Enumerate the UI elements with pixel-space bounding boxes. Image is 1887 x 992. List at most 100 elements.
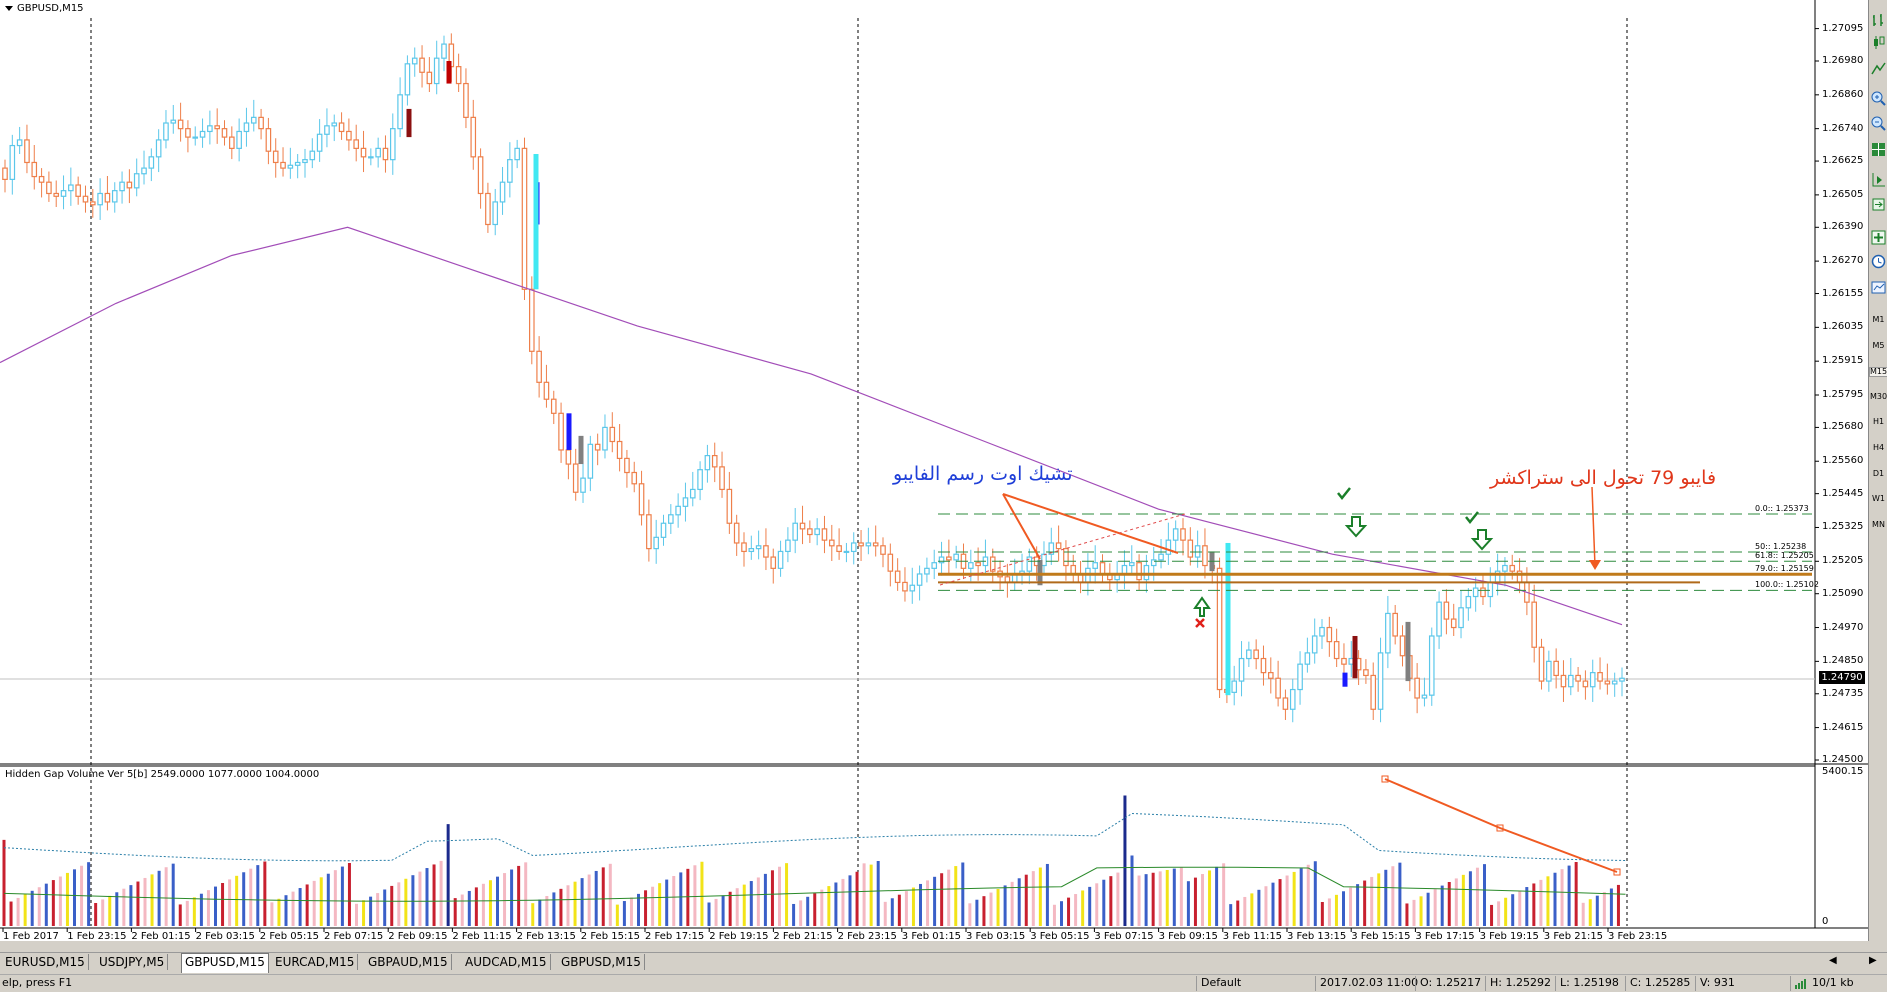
bar-chart-icon[interactable]: [1870, 12, 1887, 29]
candle-body: [419, 57, 425, 73]
candle-body: [1450, 618, 1457, 629]
status-profile: Default: [1201, 976, 1242, 989]
candle-body: [858, 542, 864, 547]
candlestick-icon[interactable]: [1870, 34, 1887, 51]
chart-window[interactable]: GBPUSD,M15 Hidden Gap Volume Ver 5[b] 25…: [0, 0, 1868, 942]
candle-body: [104, 192, 111, 203]
candle-body: [785, 539, 791, 553]
candle-body: [1158, 553, 1164, 561]
candle-body: [1363, 669, 1369, 677]
annotation-check-fibo: تشيك اوت رسم الفايبو: [893, 463, 1073, 485]
status-help: elp, press F1: [2, 976, 73, 989]
candle-body: [1472, 587, 1479, 598]
zoom-out-icon[interactable]: [1870, 115, 1887, 132]
autoscroll-icon[interactable]: [1870, 196, 1887, 213]
timeframe-m15[interactable]: M15: [1869, 367, 1887, 378]
indicator-title: Hidden Gap Volume Ver 5[b] 2549.0000 107…: [5, 769, 320, 780]
timeframe-h4[interactable]: H4: [1872, 443, 1885, 452]
candle-body: [1150, 559, 1157, 567]
timeframe-w1[interactable]: W1: [1872, 494, 1885, 504]
candle-body: [141, 167, 147, 175]
candle-body: [1421, 694, 1428, 699]
tabs-scroll-left-icon[interactable]: ◀: [1829, 955, 1837, 966]
timeframe-m5[interactable]: M5: [1872, 340, 1885, 350]
chart-tab[interactable]: EURUSD,M15: [2, 954, 89, 970]
chart-tab[interactable]: GBPUSD,M15: [181, 953, 269, 973]
time-tick-label: 3 Feb 21:15: [1543, 931, 1604, 942]
candle-body: [382, 147, 389, 161]
candle-body: [792, 522, 799, 541]
candle-body: [1289, 688, 1296, 710]
timeframe-mn[interactable]: MN: [1872, 519, 1885, 529]
down-arrow-icon: [1344, 516, 1368, 538]
line-chart-icon[interactable]: [1870, 60, 1887, 77]
current-price-label: 1.24790: [1819, 671, 1865, 684]
chart-tab[interactable]: EURCAD,M15: [272, 954, 359, 970]
price-tick-label: 1.24615: [1822, 721, 1864, 733]
timeframe-d1[interactable]: D1: [1872, 468, 1885, 478]
status-bar: elp, press F1 Default 2017.02.03 11:00 O…: [0, 974, 1887, 992]
timeframe-h1[interactable]: H1: [1872, 417, 1885, 427]
candle-body: [1026, 556, 1033, 572]
chart-shift-icon[interactable]: [1870, 171, 1887, 188]
candle-body: [1341, 657, 1347, 665]
chart-tab[interactable]: AUDCAD,M15: [462, 954, 551, 970]
chart-menu-arrow-icon[interactable]: [5, 6, 13, 11]
zoom-in-icon[interactable]: [1870, 90, 1887, 107]
candle-body: [580, 477, 586, 493]
candle-body: [1443, 601, 1450, 620]
candle-body: [9, 144, 16, 180]
candle-body: [638, 483, 645, 516]
candle-body: [653, 536, 659, 550]
candle-body: [433, 57, 440, 85]
price-tick-label: 1.25205: [1822, 555, 1864, 567]
candle-body: [1465, 595, 1472, 609]
price-tick-label: 1.25090: [1822, 587, 1864, 599]
candle-body: [1436, 601, 1442, 637]
candle-body: [1194, 545, 1201, 558]
price-tick-label: 1.24735: [1822, 687, 1864, 699]
tile-windows-icon[interactable]: [1870, 141, 1887, 158]
gap-candle: [446, 61, 452, 84]
timeframe-m1[interactable]: M1: [1872, 315, 1885, 324]
candle-body: [1428, 635, 1435, 696]
time-tick-label: 2 Feb 15:15: [580, 931, 641, 942]
templates-icon[interactable]: [1870, 279, 1887, 296]
candle-body: [565, 449, 572, 465]
gap-candle: [1405, 621, 1411, 682]
periods-clock-icon[interactable]: [1870, 253, 1887, 270]
candle-body: [1509, 564, 1516, 572]
candle-body: [558, 412, 564, 451]
volume-annotation-point: [1496, 824, 1504, 832]
price-tick-label: 1.25795: [1822, 389, 1864, 400]
candle-body: [1282, 697, 1289, 710]
tabs-scroll-right-icon[interactable]: ▶: [1869, 955, 1877, 966]
timeframe-m30[interactable]: M30: [1870, 391, 1887, 401]
annotation-fibo79-structure: فايبو 79 تحول الى ستراكشر: [1490, 467, 1717, 489]
candle-body: [1311, 635, 1318, 654]
candle-body: [719, 466, 725, 491]
time-tick-label: 2 Feb 17:15: [645, 931, 705, 942]
price-tick-label: 1.26155: [1822, 287, 1864, 299]
volume-average-line: [3, 866, 1626, 902]
status-open: O: 1.25217: [1420, 976, 1482, 989]
candle-body: [748, 548, 755, 553]
time-tick-label: 3 Feb 09:15: [1158, 931, 1218, 942]
candle-body: [624, 457, 630, 474]
indicators-icon[interactable]: [1870, 229, 1887, 246]
chart-tab[interactable]: GBPAUD,M15: [365, 954, 452, 970]
candle-body: [75, 184, 81, 197]
chart-tabs-bar: EURUSD,M15 USDJPY,M5 GBPUSD,M15 EURCAD,M15 G…: [0, 952, 1887, 973]
candle-body: [397, 94, 403, 130]
chart-canvas[interactable]: [0, 0, 1868, 941]
chart-tab[interactable]: USDJPY,M5: [96, 954, 169, 970]
chart-tab[interactable]: GBPUSD,M15: [558, 954, 645, 970]
price-tick-label: 1.24970: [1822, 621, 1864, 633]
price-tick-label: 1.26740: [1822, 122, 1864, 134]
candle-body: [1589, 672, 1596, 688]
candle-body: [821, 528, 828, 541]
candle-body: [850, 542, 857, 553]
candle-body: [1531, 601, 1537, 648]
candle-body: [46, 181, 52, 195]
candle-body: [1487, 581, 1494, 598]
